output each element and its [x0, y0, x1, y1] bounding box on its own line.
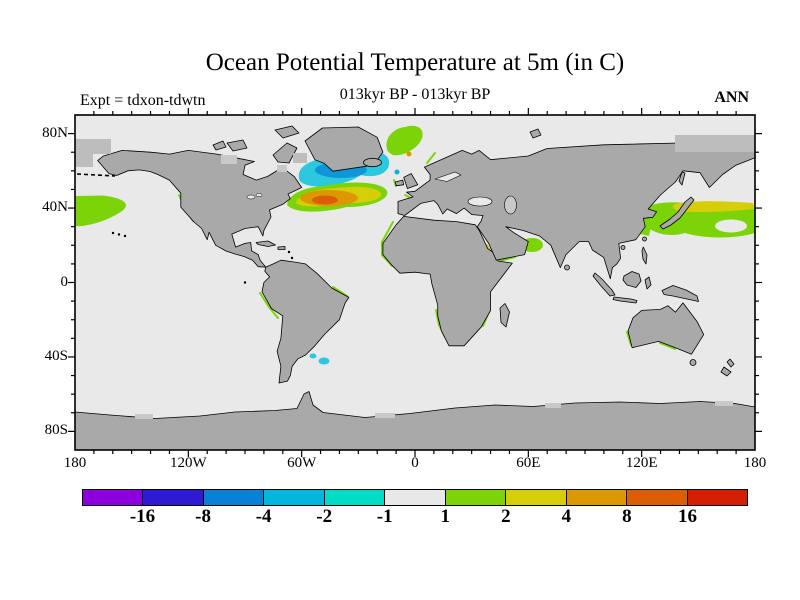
madagascar [499, 303, 510, 328]
season-label: ANN [714, 89, 749, 106]
land-layer [74, 125, 756, 451]
colorbar-boundary-label: -1 [376, 506, 393, 527]
baltic-sea [434, 171, 462, 182]
greenland [304, 126, 384, 172]
colorbar-cell [143, 490, 204, 505]
japan [659, 196, 695, 230]
colorbar-boundary-label: -4 [255, 506, 272, 527]
sri-lanka [564, 264, 570, 271]
colorbar-cell [506, 490, 567, 505]
colorbar-cell [627, 490, 688, 505]
ice-gray-layer [75, 135, 755, 419]
new-zealand [726, 358, 735, 368]
lon-tick-label: 180 [63, 455, 87, 471]
philippines [641, 246, 648, 265]
iceland [363, 157, 382, 168]
hainan [620, 245, 626, 250]
colorbar-boundary-label: 8 [622, 506, 632, 527]
svalbard [529, 128, 542, 139]
lat-tick-label: 80N [42, 124, 68, 141]
tasmania [689, 359, 697, 366]
lon-tick-label: 120E [625, 455, 658, 471]
continent-australia [627, 302, 705, 355]
colorbar-cell [687, 490, 747, 505]
colorbar-cell [445, 490, 507, 505]
lon-tick-label: 0 [411, 455, 419, 471]
continent-north-america [97, 150, 303, 268]
small-islands [76, 173, 294, 284]
colorbar-cell [566, 490, 628, 505]
colorbar-cell [264, 490, 325, 505]
colorbar-boundary-label: 1 [440, 506, 451, 527]
colorbar-boundary-label: -2 [316, 506, 333, 527]
sulawesi [644, 276, 652, 290]
britain [403, 173, 419, 189]
borneo [622, 271, 642, 288]
sakhalin [678, 171, 686, 186]
colorbar-boundary-label: 16 [677, 506, 697, 527]
continent-eurasia [397, 140, 756, 280]
colorbar [82, 489, 748, 506]
lat-tick-label: 40S [44, 347, 68, 364]
colorbar-boundary-label: 4 [561, 506, 572, 527]
lon-tick-label: 60E [516, 455, 541, 471]
lon-tick-label: 120W [169, 455, 207, 471]
lon-tick-label: 180 [743, 455, 767, 471]
cuba [255, 240, 276, 247]
continent-south-america [261, 259, 350, 384]
sumatra [592, 272, 616, 297]
experiment-label: Expt = tdxon-tdwtn [80, 92, 206, 109]
lat-tick-label: 0 [60, 273, 69, 290]
continent-africa [382, 216, 513, 347]
taiwan [642, 236, 647, 242]
java [612, 296, 638, 304]
victoria-island [226, 139, 248, 152]
colorbar-cell [83, 490, 144, 505]
figure-title: Ocean Potential Temperature at 5m (in C) [205, 49, 625, 76]
new-guinea [661, 285, 699, 302]
colorbar-cell [203, 490, 265, 505]
continent-antarctica [74, 391, 756, 451]
colorbar-cell [385, 490, 446, 505]
great-lakes [255, 193, 263, 197]
ireland [394, 179, 405, 187]
colorbar-boundary-label: 2 [501, 506, 511, 527]
ellesmere-island [274, 125, 300, 139]
great-lakes [246, 194, 256, 200]
colorbar-cell [324, 490, 386, 505]
new-zealand [720, 366, 732, 377]
banks-island [212, 140, 227, 151]
caspian-sea [504, 195, 517, 215]
colorbar-boundary-label: -8 [195, 506, 211, 527]
period-label: 013kyr BP - 013kyr BP [339, 86, 491, 103]
colorbar-boundary-label: -16 [129, 506, 156, 527]
hispaniola [277, 246, 286, 250]
lat-tick-label: 40N [42, 199, 68, 216]
map-tick-marks [68, 108, 762, 457]
lat-tick-label: 80S [44, 422, 68, 439]
world-map [68, 108, 762, 457]
black-sea [467, 196, 493, 207]
lon-tick-label: 60W [287, 455, 317, 471]
